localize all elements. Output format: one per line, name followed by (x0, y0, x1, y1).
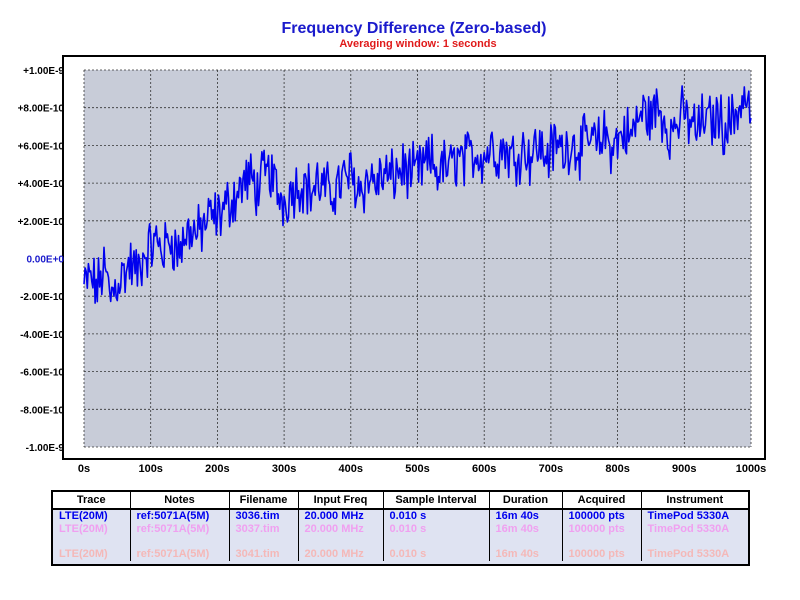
y-tick-label: -1.00E-9 (26, 443, 65, 454)
chart: Frequency Difference (Zero-based) Averag… (18, 20, 767, 475)
legend-cell-trace: LTE(20M) (53, 509, 131, 523)
x-tick-label: 1000s (736, 463, 767, 475)
legend-spacer-cell (489, 536, 563, 548)
legend-cell-acquired: 100000 pts (562, 548, 642, 561)
series-line-lte20m (83, 85, 752, 304)
y-tick-label: +8.00E-10 (18, 104, 65, 115)
x-tick-label: 400s (339, 463, 363, 475)
chart-subtitle: Averaging window: 1 seconds (339, 38, 496, 50)
legend-cell-instrument: TimePod 5330A (647, 523, 730, 535)
legend-cell-filename: 3041.tim (229, 548, 299, 561)
legend-spacer-cell (229, 536, 299, 548)
x-axis: 0s 100s 200s 300s 400s 500s 600s 700s 800s 900s 10… (78, 463, 766, 475)
header-notes: Notes (130, 492, 230, 510)
legend-cell-duration: 16m 40s (489, 548, 563, 561)
header-instrument: Instrument (641, 492, 748, 510)
legend-cell-notes: ref:5071A(5M) (130, 548, 230, 561)
header-sample-interval: Sample Interval (383, 492, 490, 510)
legend-cell-sample-interval: 0.010 s (383, 523, 490, 536)
legend-spacer-cell (53, 536, 131, 548)
legend-cell-input-freq: 20.000 MHz (298, 523, 384, 536)
y-tick-label: +6.00E-10 (18, 141, 65, 152)
header-input-freq: Input Freq (298, 492, 384, 510)
y-tick-label: +2.00E-10 (18, 217, 65, 228)
x-tick-label: 200s (205, 463, 229, 475)
legend-cell-notes: ref:5071A(5M) (130, 523, 230, 536)
header-acquired: Acquired (562, 492, 642, 510)
legend-cell-duration: 16m 40s (489, 509, 563, 523)
y-tick-label: 0.00E+0 (26, 255, 64, 266)
header-duration: Duration (489, 492, 563, 510)
legend-spacer-cell (298, 536, 384, 548)
legend-cell-instrument: TimePod 5330A (647, 548, 730, 560)
legend-row: LTE(20M) ref:5071A(5M) 3037.tim 20.000 MHz 0… (53, 523, 748, 536)
legend-spacer-cell (383, 536, 490, 548)
y-tick-label: -8.00E-10 (20, 405, 64, 416)
legend-header-row: Trace Notes Filename Input Freq Sample I… (53, 492, 748, 510)
y-tick-label: +1.00E-9 (23, 66, 64, 77)
grid (83, 69, 752, 448)
legend-cell-filename: 3036.tim (229, 509, 299, 523)
y-tick-label: -4.00E-10 (20, 330, 64, 341)
header-filename: Filename (229, 492, 299, 510)
legend-cell-sample-interval: 0.010 s (383, 509, 490, 523)
legend-row: LTE(20M) ref:5071A(5M) 3036.tim 20.000 MHz 0… (53, 509, 748, 523)
y-axis: +1.00E-9 +8.00E-10 +6.00E-10 +4.00E-10 +2.00… (18, 66, 65, 454)
x-tick-label: 0s (78, 463, 90, 475)
legend-spacer-cell (562, 536, 642, 548)
trace-legend-table: Trace Notes Filename Input Freq Sample I… (51, 490, 750, 566)
legend-cell-input-freq: 20.000 MHz (298, 548, 384, 561)
chart-title: Frequency Difference (Zero-based) (282, 20, 547, 37)
header-trace: Trace (53, 492, 131, 510)
legend-spacer-row (53, 536, 748, 548)
y-tick-label: -6.00E-10 (20, 368, 64, 379)
x-tick-label: 900s (672, 463, 696, 475)
x-tick-label: 700s (539, 463, 563, 475)
legend-cell-input-freq: 20.000 MHz (298, 509, 384, 523)
x-tick-label: 500s (405, 463, 429, 475)
legend-spacer-cell (130, 536, 230, 548)
legend-cell-acquired: 100000 pts (562, 509, 642, 523)
legend-cell-trace: LTE(20M) (53, 523, 131, 536)
legend-cell-filename: 3037.tim (229, 523, 299, 536)
y-tick-label: +4.00E-10 (18, 179, 65, 190)
legend-cell-instrument: TimePod 5330A (647, 510, 730, 522)
legend-row: LTE(20M) ref:5071A(5M) 3041.tim 20.000 MHz 0… (53, 548, 748, 561)
x-tick-label: 100s (138, 463, 162, 475)
x-tick-label: 600s (472, 463, 496, 475)
series-layer (83, 85, 752, 304)
legend-cell-duration: 16m 40s (489, 523, 563, 536)
x-tick-label: 800s (605, 463, 629, 475)
y-tick-label: -2.00E-10 (20, 292, 64, 303)
x-tick-label: 300s (272, 463, 296, 475)
legend-cell-acquired: 100000 pts (562, 523, 642, 536)
legend-cell-notes: ref:5071A(5M) (130, 509, 230, 523)
legend-cell-trace: LTE(20M) (53, 548, 131, 561)
legend-spacer-cell (641, 536, 748, 548)
legend-cell-sample-interval: 0.010 s (383, 548, 490, 561)
